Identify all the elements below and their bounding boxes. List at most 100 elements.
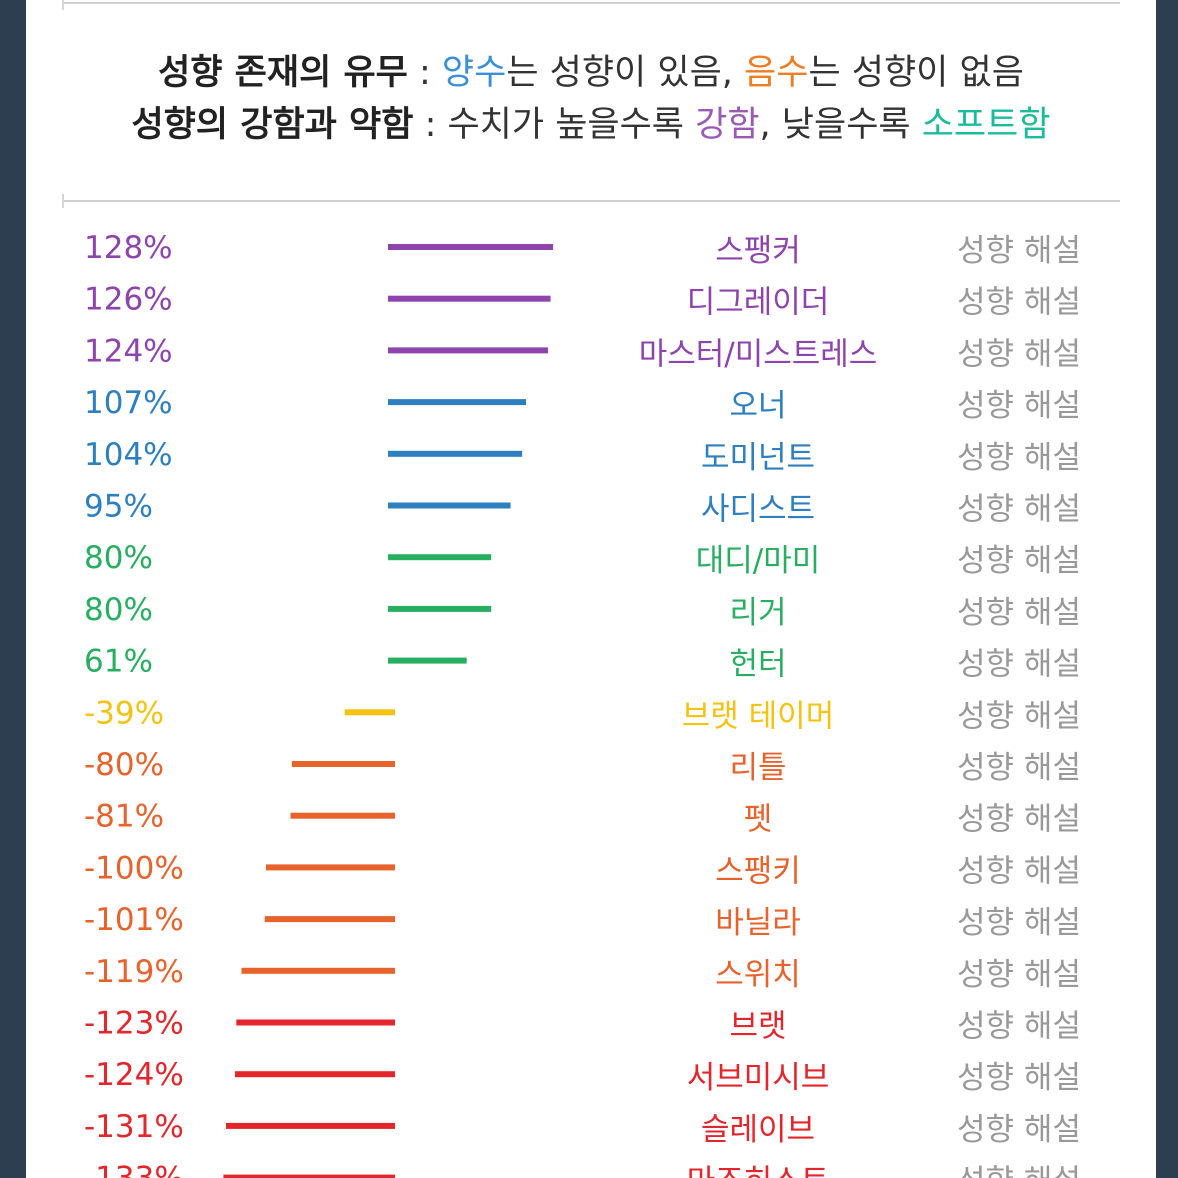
bar (290, 812, 395, 819)
description-link[interactable]: 성향 해설 (957, 647, 1081, 683)
category-label: 마조히스트 (687, 1164, 830, 1178)
legend-presence-title: 성향 존재의 유무 (158, 53, 408, 93)
legend-separator: : (407, 53, 442, 93)
chart-row: 128% 스팽커 성향 해설 (84, 230, 1081, 269)
description-link[interactable]: 성향 해설 (957, 1112, 1081, 1148)
category-label: 사디스트 (701, 492, 815, 528)
description-link[interactable]: 성향 해설 (957, 595, 1081, 631)
description-link[interactable]: 성향 해설 (957, 802, 1081, 838)
bar (264, 916, 395, 923)
bar (388, 244, 554, 250)
legend-line-presence: 성향 존재의 유무 : 양수는 성향이 있음, 음수는 성향이 없음 (26, 44, 1156, 95)
description-link[interactable]: 성향 해설 (957, 1009, 1081, 1045)
category-label: 브랫 테이머 (682, 698, 834, 734)
category-label: 바닐라 (715, 905, 801, 941)
chart-row: -124% 서브미시브 성향 해설 (84, 1057, 1081, 1096)
chart-row: 61% 헌터 성향 해설 (84, 644, 1081, 683)
bar (388, 605, 492, 612)
bar (388, 502, 511, 509)
description-link[interactable]: 성향 해설 (957, 492, 1081, 528)
legend-line-strength: 성향의 강함과 약함 : 수치가 높을수록 강함, 낮을수록 소프트함 (26, 96, 1156, 147)
category-label: 서브미시브 (687, 1060, 830, 1096)
bar (291, 761, 395, 767)
description-link[interactable]: 성향 해설 (957, 957, 1081, 993)
value-label: 128% (84, 230, 173, 266)
value-label: 80% (84, 540, 153, 576)
value-label: 104% (84, 437, 173, 473)
value-label: 61% (84, 644, 153, 680)
bar (388, 657, 467, 664)
bar (223, 1174, 395, 1178)
category-label: 마스터/미스트레스 (639, 336, 878, 372)
category-label: 헌터 (729, 647, 786, 683)
value-label: -39% (84, 695, 164, 731)
description-link[interactable]: 성향 해설 (957, 336, 1081, 372)
category-label: 리거 (729, 595, 786, 631)
category-label: 스팽키 (715, 853, 801, 889)
value-label: -119% (84, 954, 184, 990)
description-link[interactable]: 성향 해설 (957, 1060, 1081, 1096)
legend-negative-word: 음수 (744, 53, 809, 93)
legend-positive-word: 양수 (441, 53, 507, 93)
category-label: 리틀 (729, 750, 786, 786)
legend-negative-text: 는 성향이 없음 (808, 53, 1024, 93)
value-label: -100% (84, 850, 184, 886)
description-link[interactable]: 성향 해설 (957, 440, 1081, 476)
description-link[interactable]: 성향 해설 (957, 285, 1081, 321)
value-label: 126% (84, 282, 173, 318)
value-label: 124% (84, 333, 173, 369)
value-label: -131% (84, 1109, 184, 1145)
chart-row: 104% 도미넌트 성향 해설 (84, 437, 1081, 476)
chart-row: -131% 슬레이브 성향 해설 (84, 1109, 1081, 1148)
category-label: 디그레이더 (687, 285, 830, 321)
chart-row: -123% 브랫 성향 해설 (84, 1006, 1081, 1045)
chart-row: 80% 리거 성향 해설 (84, 592, 1081, 631)
legend-separator: : (413, 105, 448, 145)
category-label: 도미넌트 (701, 440, 815, 476)
category-label: 오너 (729, 388, 786, 424)
value-label: -101% (84, 902, 184, 938)
legend-positive-text: 는 성향이 있음, (506, 53, 745, 93)
chart-row: 126% 디그레이더 성향 해설 (84, 282, 1081, 321)
description-link[interactable]: 성향 해설 (957, 853, 1081, 889)
category-label: 스팽커 (715, 233, 801, 269)
description-link[interactable]: 성향 해설 (957, 543, 1081, 579)
description-link[interactable]: 성향 해설 (957, 698, 1081, 734)
value-label: -133% (84, 1161, 184, 1178)
category-label: 대디/마미 (696, 543, 821, 579)
chart-row: 95% 사디스트 성향 해설 (84, 489, 1081, 528)
legend-strength-text: 수치가 높을수록 (447, 105, 696, 145)
chart-divider (62, 194, 1120, 208)
description-link[interactable]: 성향 해설 (957, 750, 1081, 786)
value-label: 107% (84, 385, 173, 421)
chart-row: -101% 바닐라 성향 해설 (84, 902, 1081, 941)
value-label: 80% (84, 592, 153, 628)
chart-row: -39% 브랫 테이머 성향 해설 (84, 695, 1081, 734)
category-label: 슬레이브 (701, 1112, 815, 1148)
bar (388, 399, 527, 406)
description-link[interactable]: 성향 해설 (957, 905, 1081, 941)
legend-strength-title: 성향의 강함과 약함 (131, 105, 414, 145)
bar (388, 450, 523, 457)
chart-row: -100% 스팽키 성향 해설 (84, 850, 1081, 889)
content-panel: 성향 존재의 유무 : 양수는 성향이 있음, 음수는 성향이 없음 성향의 강… (26, 0, 1156, 1178)
top-divider (62, 0, 1120, 10)
value-label: 95% (84, 489, 153, 525)
chart-row: -119% 스위치 성향 해설 (84, 954, 1081, 993)
bar (226, 1122, 395, 1129)
bar (388, 554, 492, 561)
category-label: 브랫 (729, 1009, 786, 1045)
description-link[interactable]: 성향 해설 (957, 388, 1081, 424)
bar (388, 347, 548, 354)
legend-strength-mid: , 낮을수록 (759, 105, 922, 145)
legend-strong-word: 강함 (695, 105, 760, 145)
description-link[interactable]: 성향 해설 (957, 233, 1081, 269)
description-link[interactable]: 성향 해설 (957, 1164, 1081, 1178)
category-label: 스위치 (715, 957, 801, 993)
chart-row: -81% 펫 성향 해설 (84, 799, 1081, 838)
chart-row: -133% 마조히스트 성향 해설 (84, 1161, 1081, 1178)
chart-row: -80% 리틀 성향 해설 (84, 747, 1081, 786)
chart-row: 107% 오너 성향 해설 (84, 385, 1081, 424)
bar (344, 709, 395, 716)
